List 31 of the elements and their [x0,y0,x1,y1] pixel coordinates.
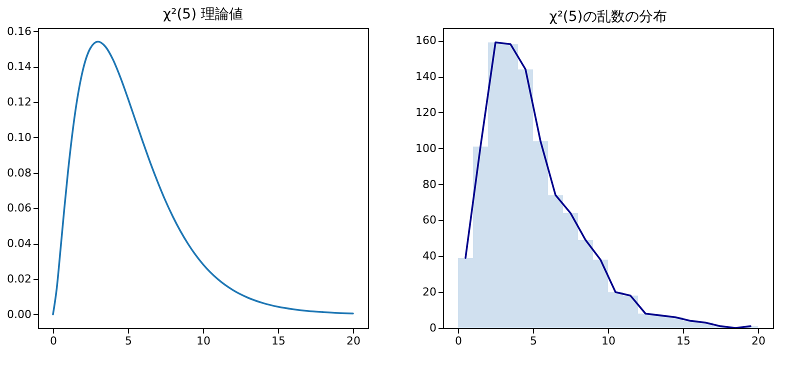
x-tick-label: 10 [602,334,616,348]
chart-title: χ²(5) 理論値 [163,6,243,22]
y-tick-label: 20 [422,286,436,299]
x-tick-label: 15 [676,334,690,348]
y-tick-label: 40 [422,250,436,263]
x-tick-label: 10 [196,334,210,348]
chart-title: χ²(5)の乱数の分布 [549,9,667,25]
y-tick-label: 0.12 [7,96,32,109]
x-tick-label: 5 [530,334,537,348]
x-tick-label: 0 [50,334,57,348]
x-tick-label: 20 [752,334,766,348]
line-series [52,40,354,316]
y-tick-label: 120 [416,106,436,119]
y-tick-label: 100 [416,142,436,155]
y-tick-label: 0.08 [7,166,32,180]
y-tick-label: 0.16 [7,24,32,38]
x-tick-label: 15 [272,334,286,348]
y-tick-label: 0.04 [7,237,32,250]
x-tick-label: 0 [455,334,462,348]
x-tick-label: 5 [125,334,132,348]
y-tick-label: 140 [416,70,436,84]
x-tick-label: 20 [346,334,360,348]
y-tick-label: 0.14 [7,60,32,74]
y-tick-label: 0 [430,322,436,334]
y-tick-label: 0.00 [7,308,32,321]
y-tick-label: 160 [416,34,436,48]
y-tick-label: 0.06 [7,202,32,215]
y-tick-label: 0.10 [7,130,32,144]
y-tick-label: 0.02 [7,272,32,286]
y-tick-label: 80 [422,178,436,191]
y-tick-label: 60 [422,214,436,227]
